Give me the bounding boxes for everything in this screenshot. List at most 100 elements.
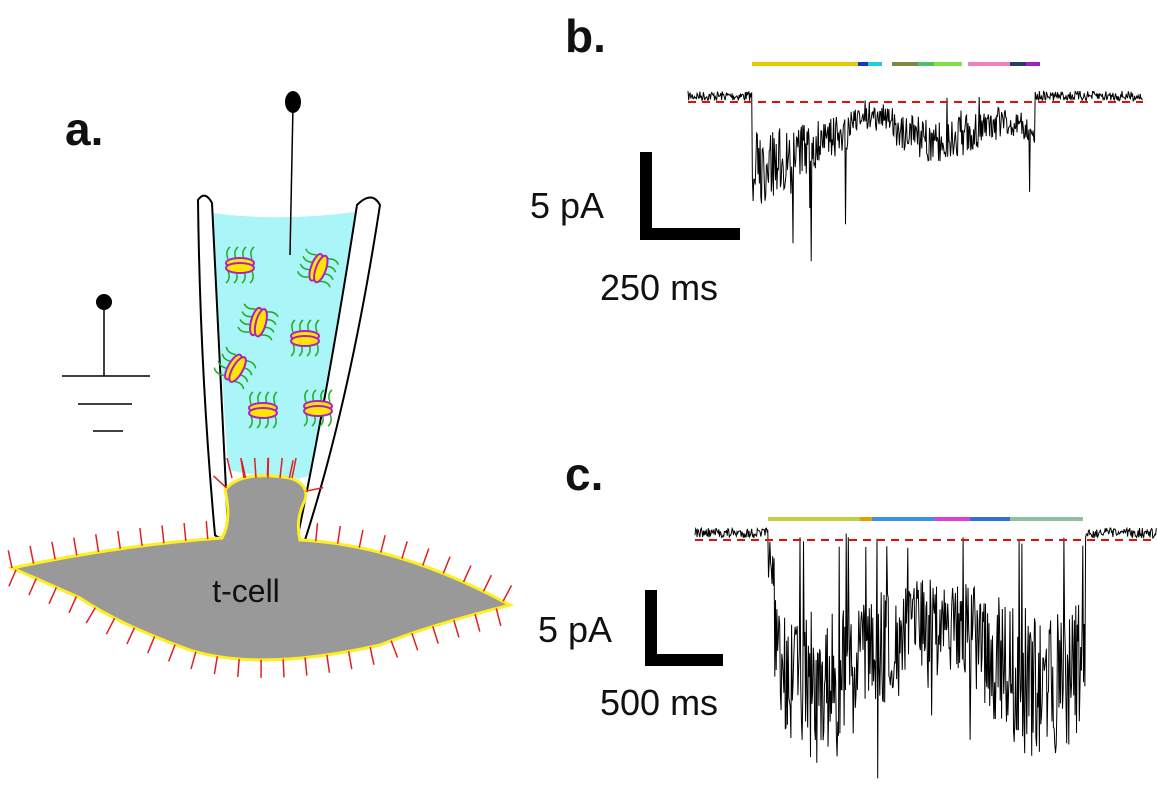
protein: [225, 246, 255, 284]
receptor: [432, 626, 439, 644]
receptor: [279, 457, 283, 479]
scale-time-label: 250 ms: [600, 267, 718, 308]
protein-body: [290, 335, 320, 347]
receptor: [291, 457, 297, 479]
protein-tail: [234, 380, 245, 390]
receptor: [347, 651, 353, 670]
protein-tail: [327, 413, 332, 427]
receptor: [282, 659, 285, 678]
protein-tail: [260, 334, 273, 341]
protein-tail: [243, 303, 256, 310]
protein-tail: [213, 367, 224, 377]
current-trace: [694, 526, 1157, 779]
protein-tail: [305, 248, 317, 256]
panel-label: c.: [565, 448, 603, 500]
protein-body: [253, 308, 268, 338]
protein-tail: [327, 258, 340, 266]
protein-tail: [272, 415, 277, 429]
receptor: [401, 541, 408, 559]
protein-tail: [248, 415, 253, 429]
protein-tail: [249, 270, 254, 284]
receptor: [482, 574, 493, 592]
receptor: [28, 578, 37, 596]
protein-tail: [314, 343, 319, 357]
receptor: [167, 644, 176, 662]
protein-tail: [249, 391, 254, 405]
protein: [303, 389, 333, 427]
scale-current-label: 5 pA: [538, 609, 612, 650]
protein-body: [228, 356, 247, 383]
receptor: [422, 548, 430, 566]
receptor: [105, 617, 116, 635]
receptor: [237, 658, 240, 678]
receptor: [68, 596, 78, 614]
receptor: [453, 619, 460, 638]
protein-tail: [290, 343, 295, 357]
receptor: [288, 460, 294, 479]
t-cell: [7, 474, 515, 662]
receptor: [139, 527, 143, 546]
scale-bar-time: [645, 654, 723, 666]
protein-tail: [266, 311, 279, 318]
receptor: [213, 656, 219, 675]
receptor: [369, 646, 375, 665]
panel-label: b.: [565, 10, 606, 62]
protein: [237, 303, 279, 341]
scale-bar-current: [645, 590, 657, 665]
proteins: [213, 246, 340, 429]
receptor: [315, 523, 319, 542]
protein: [290, 319, 320, 357]
protein-tail: [291, 319, 296, 333]
receptor: [240, 457, 245, 479]
receptor: [390, 640, 399, 658]
receptor: [411, 633, 419, 651]
protein-tail: [315, 319, 320, 333]
panel-label: a.: [65, 103, 103, 155]
protein-tail: [237, 326, 250, 333]
protein-tail: [304, 389, 309, 403]
receptor: [51, 541, 56, 560]
panel-b: b. 5 pA 250 ms: [530, 10, 1143, 308]
protein-tail: [250, 246, 255, 260]
protein: [213, 346, 257, 390]
receptor: [85, 607, 96, 624]
recording-wire: [289, 104, 294, 256]
receptor: [7, 550, 13, 569]
receptor: [147, 636, 156, 654]
receptor: [126, 627, 136, 645]
membrane-receptors: [7, 457, 513, 678]
protein-tail: [226, 246, 231, 260]
receptor: [190, 651, 197, 670]
receptor: [117, 530, 122, 549]
receptor: [183, 522, 187, 542]
receptor: [212, 475, 228, 489]
protein-tail: [303, 413, 308, 427]
receptor: [48, 587, 58, 605]
protein-tail: [246, 359, 257, 369]
receptor: [502, 585, 513, 602]
protein-body: [313, 254, 329, 284]
scale-bar-time: [640, 228, 740, 240]
protein-tail: [225, 270, 230, 284]
receptor: [161, 525, 165, 544]
receptor: [358, 529, 364, 548]
current-trace: [687, 90, 1143, 262]
receptor: [226, 457, 233, 479]
receptor: [326, 654, 331, 673]
protein: [248, 391, 278, 429]
pipette-wall: [196, 194, 230, 539]
recording-electrode: [285, 91, 301, 113]
protein-tail: [328, 389, 333, 403]
receptor: [253, 457, 257, 479]
receptor: [29, 545, 35, 564]
panel-a: a. t-cell: [7, 91, 515, 678]
receptor: [442, 556, 451, 574]
cell-label: t-cell: [212, 573, 280, 609]
receptor: [304, 657, 308, 676]
protein-body: [248, 407, 278, 419]
receptor: [495, 608, 502, 627]
receptor: [73, 537, 78, 556]
receptor: [8, 569, 17, 587]
protein-tail: [319, 280, 331, 288]
